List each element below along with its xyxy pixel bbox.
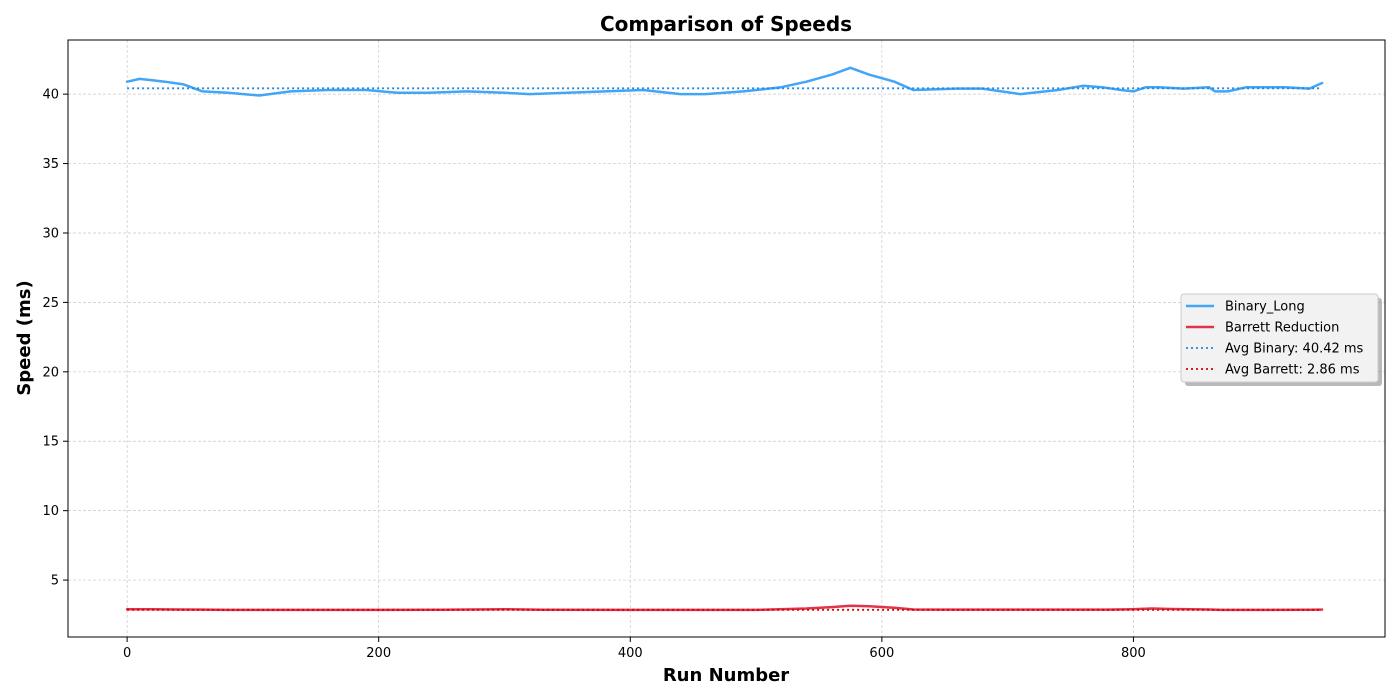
legend-box (1180, 293, 1379, 383)
y-tick-label: 30 (42, 226, 59, 241)
chart-title: Comparison of Speeds (600, 12, 852, 36)
x-tick-label: 400 (618, 646, 643, 661)
y-tick-label: 35 (42, 157, 59, 172)
legend: Binary_Long Barrett Reduction Avg Binary: … (1180, 293, 1382, 386)
legend-label: Avg Binary: 40.42 ms (1225, 342, 1364, 357)
y-axis-label: Speed (ms) (14, 280, 35, 395)
y-tick-label: 10 (42, 504, 59, 519)
x-axis-label: Run Number (663, 665, 789, 686)
plot-area-frame (67, 39, 1386, 638)
series-layer (125, 66, 1324, 612)
x-tick-label: 800 (1121, 646, 1146, 661)
y-tick-label: 5 (51, 574, 59, 589)
legend-label: Binary_Long (1225, 300, 1305, 315)
y-tick-label: 20 (42, 365, 59, 380)
x-tick-label: 200 (366, 646, 391, 661)
y-tick-label: 25 (42, 296, 59, 311)
grid (68, 40, 1385, 637)
x-tick-label: 0 (123, 646, 131, 661)
series-line-binary-long (125, 66, 1324, 97)
y-tick-label: 15 (42, 435, 59, 450)
x-tick-label: 600 (869, 646, 894, 661)
ticks: 0 200 400 600 800 5 10 15 20 25 30 35 40 (42, 88, 1145, 661)
legend-label: Avg Barrett: 2.86 ms (1225, 363, 1360, 378)
legend-label: Barrett Reduction (1225, 321, 1339, 336)
y-tick-label: 40 (42, 88, 59, 103)
